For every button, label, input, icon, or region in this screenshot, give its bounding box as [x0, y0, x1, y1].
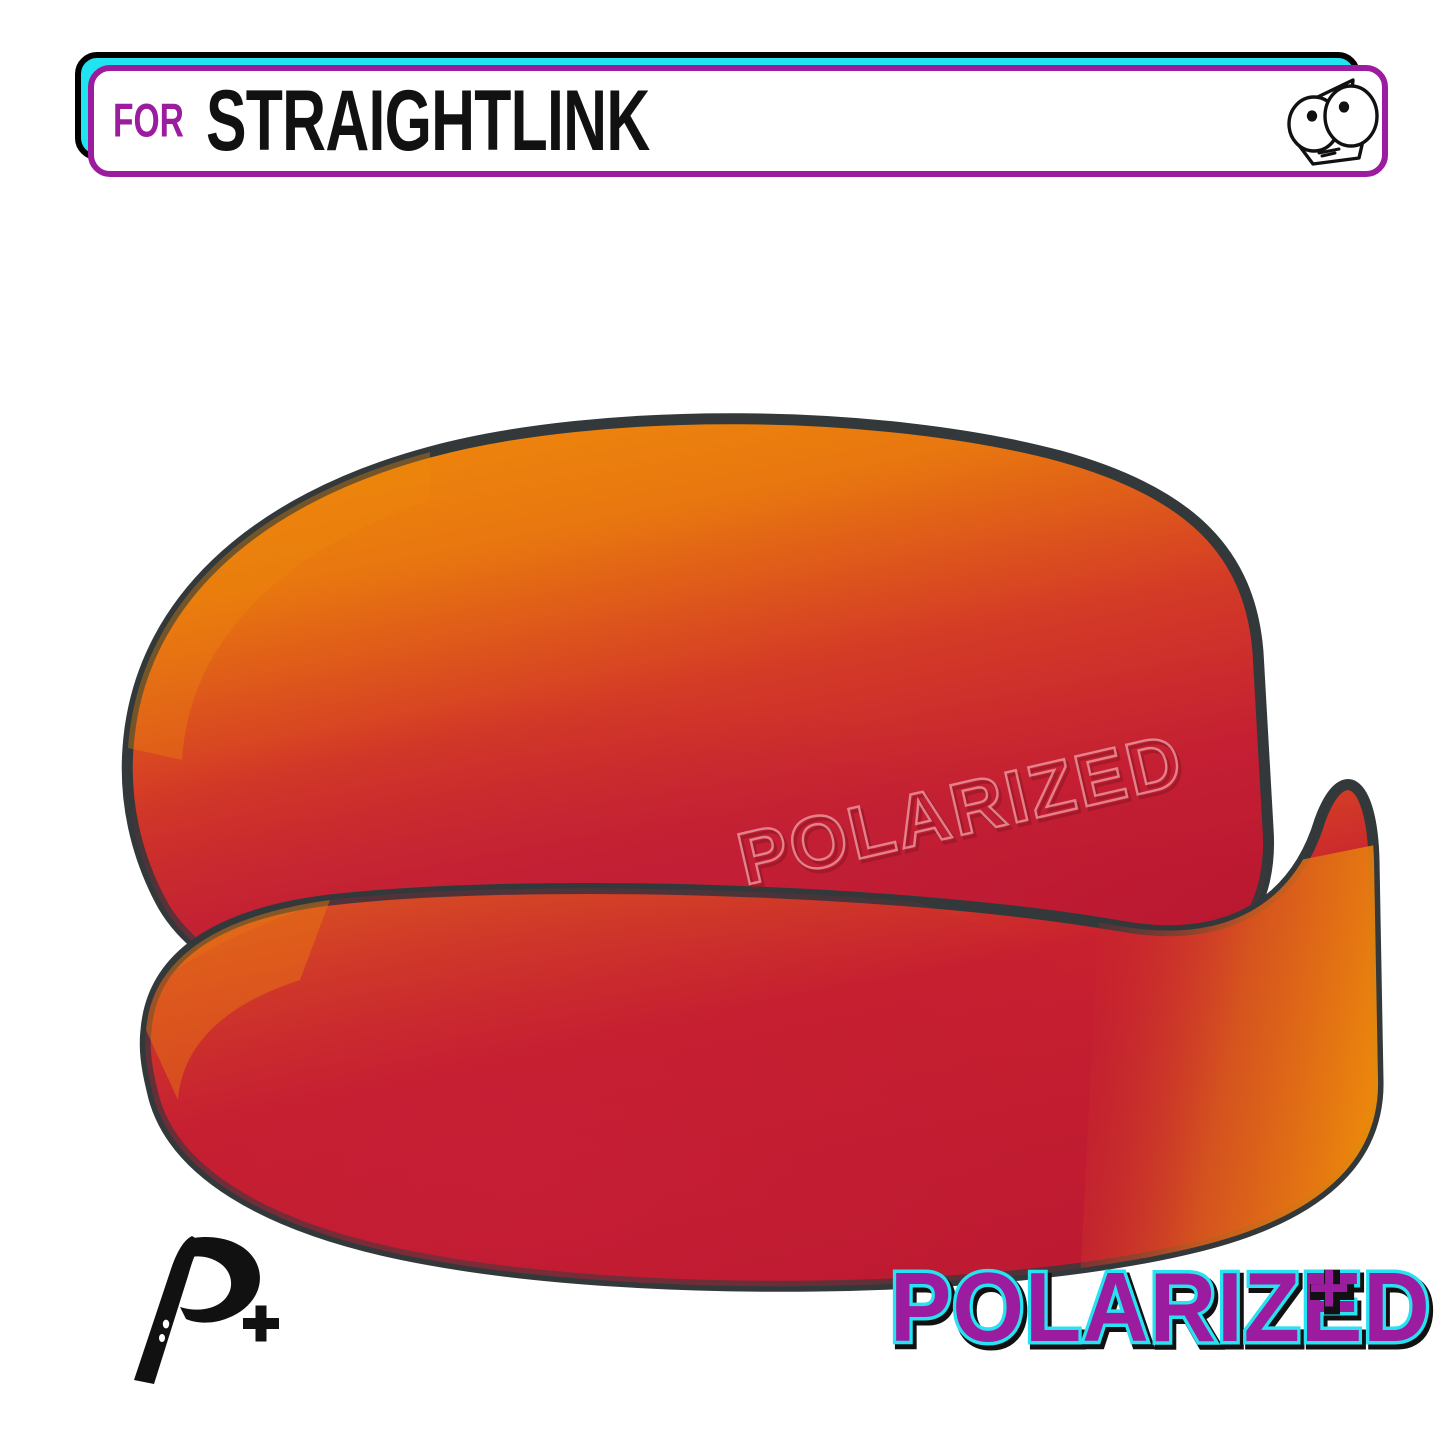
- lens-product-stage: POLARIZED POLARIZED: [0, 200, 1445, 1320]
- p-plus-brand-logo: [134, 1236, 279, 1384]
- wordmark-shadow-layer: POLARIZED: [889, 1256, 1437, 1366]
- header-banner: FOR STRAIGHTLINK: [0, 0, 1445, 220]
- wordmark-highlight-layer: POLARIZED: [887, 1252, 1433, 1362]
- banner-front-plate: [88, 65, 1388, 177]
- ez-face-mascot-icon: [1287, 78, 1379, 166]
- banner-model-name: STRAIGHTLINK: [205, 72, 650, 169]
- wordmark-fill-layer: POLARIZED: [890, 1252, 1431, 1362]
- wordmark-plus-fill: +: [1308, 1248, 1351, 1328]
- p-plus-superscript: [243, 1305, 279, 1342]
- wordmark-plus-shadow: +: [1307, 1252, 1357, 1332]
- front-lens: [139, 779, 1384, 1292]
- polarized-plus-wordmark: POLARIZED POLARIZED POLARIZED + +: [887, 1252, 1437, 1378]
- lens-illustration: POLARIZED POLARIZED: [121, 413, 1384, 1292]
- banner-prefix-label: FOR: [113, 94, 184, 147]
- banner-title-group: FOR STRAIGHTLINK: [113, 77, 789, 163]
